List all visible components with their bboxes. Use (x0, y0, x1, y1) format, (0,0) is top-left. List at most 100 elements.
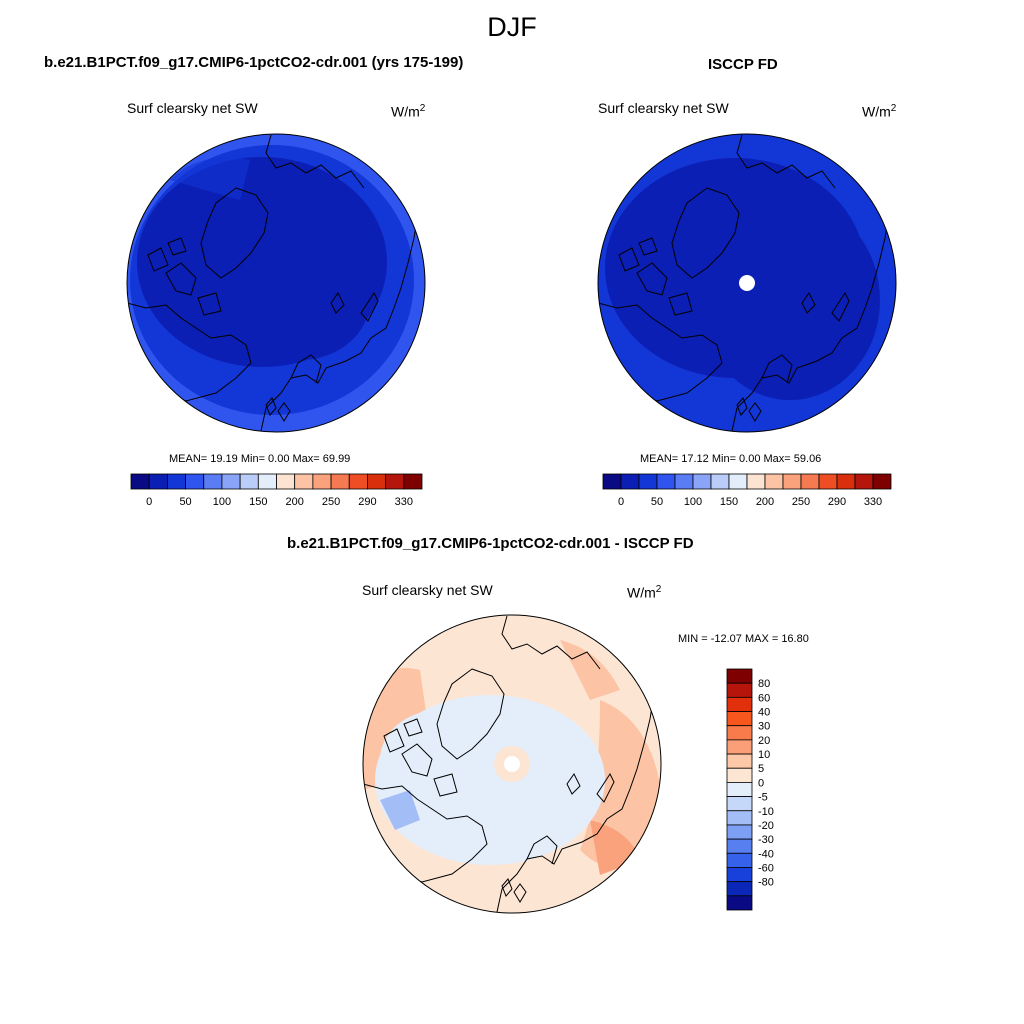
panel1-colorbar-tick-label: 250 (322, 496, 340, 508)
difference-colorbar: 80 60 40 30 20 10 5 0 -5 -10 -20 -30 -40 -60 -80 (726, 668, 774, 911)
panel1-colorbar-swatch (185, 473, 205, 490)
panel2-colorbar-swatch (692, 473, 712, 490)
panel2-colorbar-tick-label: 50 (651, 496, 663, 508)
panel2-colorbar-swatch (674, 473, 694, 490)
panel2-colorbar-tick-label: 0 (618, 496, 624, 508)
difference-colorbar-tick-label: -80 (758, 877, 774, 889)
panel1-colorbar-swatch (330, 473, 350, 490)
panel1-colorbar-swatch (148, 473, 168, 490)
difference-colorbar-swatch (726, 696, 753, 712)
panel2-units-label: W/m2 (862, 103, 897, 120)
panel2-colorbar-swatch (782, 473, 802, 490)
difference-colorbar-tick-label: 30 (758, 721, 770, 733)
panel1-colorbar: 0 50 100 150 200 250 290 330 (130, 473, 423, 508)
difference-title: b.e21.B1PCT.f09_g17.CMIP6-1pctCO2-cdr.00… (287, 535, 694, 552)
difference-colorbar-swatch (726, 895, 753, 911)
panel1-colorbar-tick-label: 0 (146, 496, 152, 508)
panel1-colorbar-swatch (276, 473, 296, 490)
panel2-colorbar-swatch (728, 473, 748, 490)
difference-colorbar-swatch (726, 796, 753, 812)
panel1-colorbar-tick-label: 150 (249, 496, 267, 508)
panel2-colorbar-tick-label: 150 (720, 496, 738, 508)
panel2-colorbar-swatch (818, 473, 838, 490)
panel1-colorbar-tick-label: 50 (179, 496, 191, 508)
panel2-map (597, 133, 897, 433)
difference-colorbar-tick-label: -20 (758, 820, 774, 832)
panel1-colorbar-swatch (239, 473, 259, 490)
difference-colorbar-swatch (726, 881, 753, 897)
difference-colorbar-swatch (726, 668, 753, 684)
panel2-variable-label: Surf clearsky net SW (598, 100, 729, 116)
panel1-stats: MEAN= 19.19 Min= 0.00 Max= 69.99 (169, 453, 351, 465)
panel2-colorbar-swatch (746, 473, 766, 490)
difference-units-label: W/m2 (627, 584, 662, 601)
difference-colorbar-tick-label: 60 (758, 692, 770, 704)
panel1-colorbar-tick-label: 290 (358, 496, 376, 508)
panel2-colorbar-swatch (638, 473, 658, 490)
difference-colorbar-tick-label: -60 (758, 862, 774, 874)
difference-colorbar-tick-label: -10 (758, 806, 774, 818)
difference-colorbar-swatch (726, 810, 753, 826)
difference-colorbar-tick-label: 10 (758, 749, 770, 761)
panel1-colorbar-swatch (166, 473, 186, 490)
difference-map (362, 614, 662, 914)
panel1-case-title: b.e21.B1PCT.f09_g17.CMIP6-1pctCO2-cdr.00… (44, 54, 464, 71)
difference-colorbar-swatch (726, 753, 753, 769)
difference-colorbar-swatch (726, 824, 753, 840)
panel2-colorbar-tick-label: 100 (684, 496, 702, 508)
difference-colorbar-tick-label: 80 (758, 678, 770, 690)
panel2-colorbar-tick-label: 250 (792, 496, 810, 508)
panel1-colorbar-swatch (257, 473, 277, 490)
panel2-colorbar-tick-label: 330 (864, 496, 882, 508)
panel2-colorbar-swatch (710, 473, 730, 490)
difference-colorbar-tick-label: -5 (758, 792, 768, 804)
difference-colorbar-tick-label: 5 (758, 763, 764, 775)
difference-variable-label: Surf clearsky net SW (362, 582, 493, 598)
panel1-colorbar-swatch (403, 473, 423, 490)
panel1-colorbar-swatch (385, 473, 405, 490)
difference-colorbar-swatch (726, 767, 753, 783)
panel2-colorbar-swatch (854, 473, 874, 490)
difference-colorbar-swatch (726, 711, 753, 727)
panel1-variable-label: Surf clearsky net SW (127, 100, 258, 116)
difference-colorbar-swatch (726, 852, 753, 868)
panel1-colorbar-tick-label: 200 (286, 496, 304, 508)
panel1-colorbar-swatch (130, 473, 150, 490)
panel2-colorbar-swatch (764, 473, 784, 490)
panel1-colorbar-swatch (294, 473, 314, 490)
panel2-colorbar-swatch (602, 473, 622, 490)
panel1-colorbar-tick-label: 330 (395, 496, 413, 508)
difference-colorbar-swatch (726, 867, 753, 883)
difference-colorbar-tick-label: 40 (758, 707, 770, 719)
difference-minmax: MIN = -12.07 MAX = 16.80 (678, 633, 809, 645)
panel2-colorbar-swatch (800, 473, 820, 490)
panel2-case-title: ISCCP FD (708, 56, 778, 73)
panel2-colorbar-tick-label: 200 (756, 496, 774, 508)
panel1-colorbar-swatch (203, 473, 223, 490)
panel1-colorbar-swatch (221, 473, 241, 490)
difference-colorbar-swatch (726, 838, 753, 854)
difference-colorbar-tick-label: 20 (758, 735, 770, 747)
panel2-colorbar-tick-label: 290 (828, 496, 846, 508)
panel1-map (126, 133, 426, 433)
difference-colorbar-tick-label: 0 (758, 777, 764, 789)
panel1-units-label: W/m2 (391, 103, 426, 120)
figure-title: DJF (487, 12, 537, 42)
panel2-colorbar-swatch (872, 473, 892, 490)
difference-colorbar-swatch (726, 782, 753, 797)
panel2-colorbar: 0 50 100 150 200 250 290 330 (602, 473, 892, 508)
panel1-colorbar-swatch (348, 473, 368, 490)
difference-colorbar-swatch (726, 682, 753, 698)
difference-colorbar-tick-label: -30 (758, 834, 774, 846)
panel2-colorbar-swatch (620, 473, 640, 490)
panel1-colorbar-swatch (312, 473, 332, 490)
difference-colorbar-swatch (726, 725, 753, 741)
panel2-colorbar-swatch (656, 473, 676, 490)
panel1-colorbar-swatch (367, 473, 387, 490)
difference-colorbar-swatch (726, 739, 753, 755)
panel2-stats: MEAN= 17.12 Min= 0.00 Max= 59.06 (640, 453, 822, 465)
panel2-colorbar-swatch (836, 473, 856, 490)
panel1-colorbar-tick-label: 100 (213, 496, 231, 508)
difference-colorbar-tick-label: -40 (758, 848, 774, 860)
